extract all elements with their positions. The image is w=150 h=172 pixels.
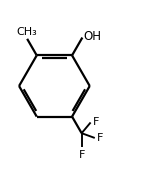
Text: F: F — [78, 150, 85, 160]
Text: OH: OH — [84, 30, 102, 43]
Text: F: F — [92, 117, 99, 127]
Text: CH₃: CH₃ — [16, 27, 37, 37]
Text: F: F — [97, 133, 103, 143]
